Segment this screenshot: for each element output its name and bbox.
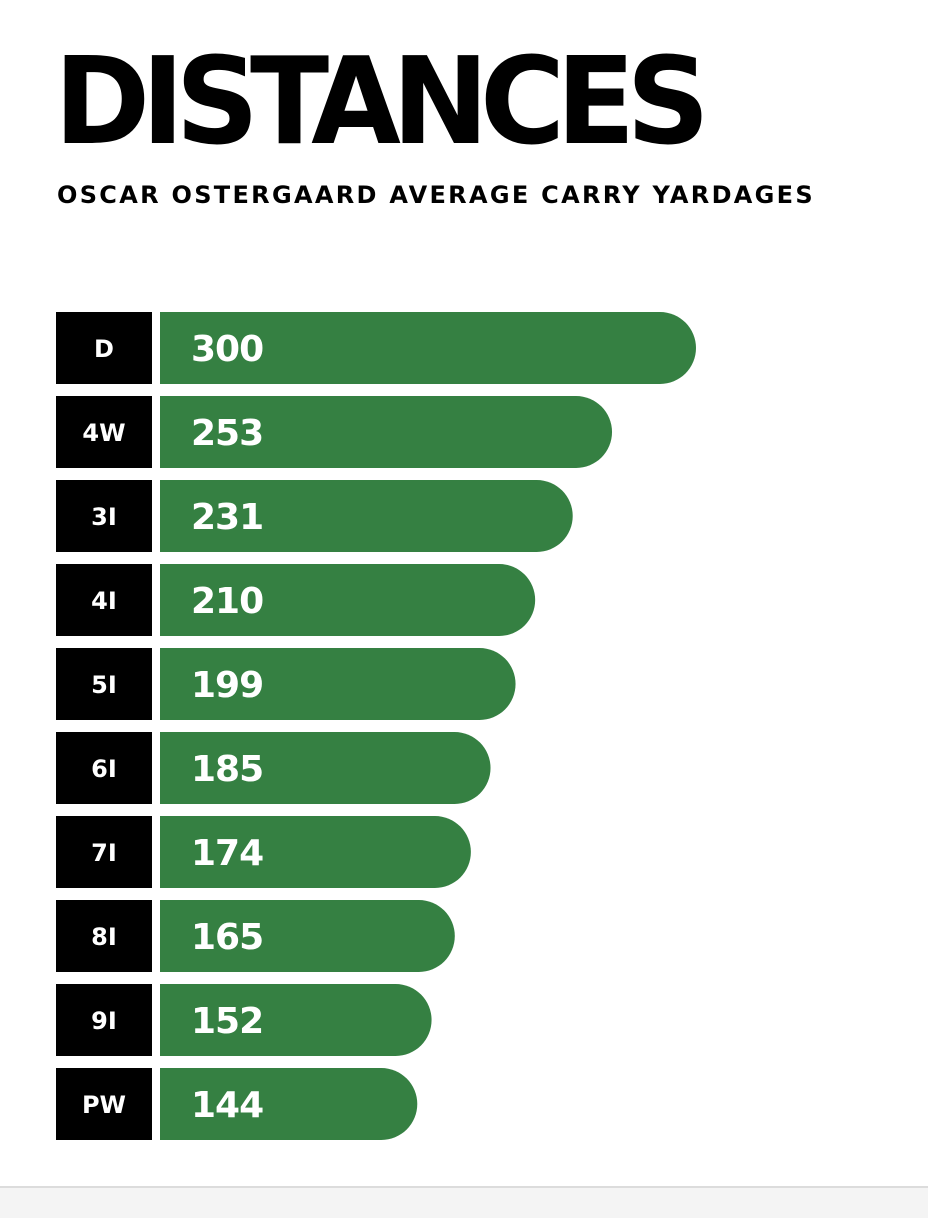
distance-bar <box>160 732 491 804</box>
club-label: 8I <box>91 923 117 951</box>
distance-bar <box>160 396 613 468</box>
club-label-box <box>56 1068 152 1140</box>
distance-bar <box>160 648 516 720</box>
bar-row-4w: 4W 253 <box>56 396 613 468</box>
club-label-box <box>56 312 152 384</box>
distance-value: 199 <box>191 665 263 706</box>
distance-value: 174 <box>191 833 263 874</box>
club-label-box <box>56 816 152 888</box>
bar-row-8i: 8I 165 <box>56 900 455 972</box>
club-label-box <box>56 564 152 636</box>
bar-row-4i: 4I 210 <box>56 564 536 636</box>
bar-row-6i: 6I 185 <box>56 732 491 804</box>
distance-value: 231 <box>191 497 263 538</box>
distance-value: 300 <box>191 329 263 370</box>
club-label-box <box>56 984 152 1056</box>
page-title: DISTANCES <box>54 31 710 172</box>
club-label: 5I <box>91 671 117 699</box>
club-label: 4W <box>82 419 125 447</box>
distance-bar <box>160 816 471 888</box>
distance-value: 152 <box>191 1001 263 1042</box>
club-label-box <box>56 480 152 552</box>
page-subtitle: OSCAR OSTERGAARD AVERAGE CARRY YARDAGES <box>57 181 815 209</box>
distance-value: 210 <box>191 581 263 622</box>
distance-bar <box>160 900 455 972</box>
bar-row-5i: 5I 199 <box>56 648 516 720</box>
distance-bar <box>160 480 573 552</box>
club-label: 6I <box>91 755 117 783</box>
club-label-box <box>56 732 152 804</box>
distance-value: 185 <box>191 749 263 790</box>
distance-value: 165 <box>191 917 263 958</box>
distance-bar <box>160 564 536 636</box>
club-label: 9I <box>91 1007 117 1035</box>
club-label: PW <box>82 1091 126 1119</box>
bar-row-pw: PW 144 <box>56 1068 418 1140</box>
bottom-divider <box>0 1186 928 1218</box>
bar-row-d: D 300 <box>56 312 696 384</box>
club-label: 7I <box>91 839 117 867</box>
distance-value: 144 <box>191 1085 263 1126</box>
club-label-box <box>56 900 152 972</box>
club-label: 4I <box>91 587 117 615</box>
bar-row-9i: 9I 152 <box>56 984 432 1056</box>
distance-bar <box>160 312 696 384</box>
distance-bar <box>160 984 432 1056</box>
distance-bar <box>160 1068 418 1140</box>
club-label: D <box>94 335 114 363</box>
club-label: 3I <box>91 503 117 531</box>
club-label-box <box>56 648 152 720</box>
club-label-box <box>56 396 152 468</box>
distance-value: 253 <box>191 413 263 454</box>
bar-row-7i: 7I 174 <box>56 816 471 888</box>
bar-row-3i: 3I 231 <box>56 480 573 552</box>
